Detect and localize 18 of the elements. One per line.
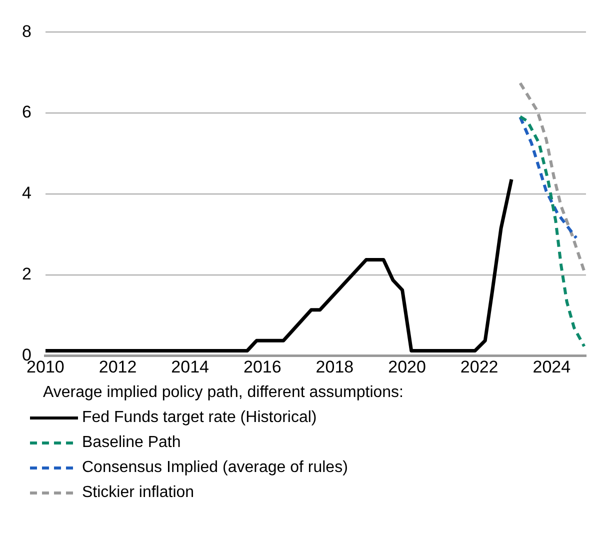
x-tick-label: 2020 xyxy=(388,357,426,376)
line-series xyxy=(518,116,578,240)
legend-label: Consensus Implied (average of rules) xyxy=(82,458,348,478)
y-tick-label: 6 xyxy=(22,102,32,122)
x-tick-label: 2018 xyxy=(316,357,354,376)
legend-title: Average implied policy path, different assumptions: xyxy=(42,383,404,403)
y-tick-label: 4 xyxy=(22,184,32,203)
line-series xyxy=(518,115,586,348)
y-tick-label: 8 xyxy=(22,22,32,41)
legend-label: Stickier inflation xyxy=(82,483,194,503)
x-tick-label: 2016 xyxy=(243,357,282,376)
x-tick-label: 2024 xyxy=(532,357,571,376)
legend-label: Fed Funds target rate (Historical) xyxy=(82,408,317,428)
y-tick-label: 2 xyxy=(22,264,32,284)
legend-label: Baseline Path xyxy=(82,433,181,453)
x-tick-label: 2022 xyxy=(460,357,498,376)
x-tick-label: 2012 xyxy=(98,357,137,376)
x-tick-label: 2014 xyxy=(171,357,209,376)
